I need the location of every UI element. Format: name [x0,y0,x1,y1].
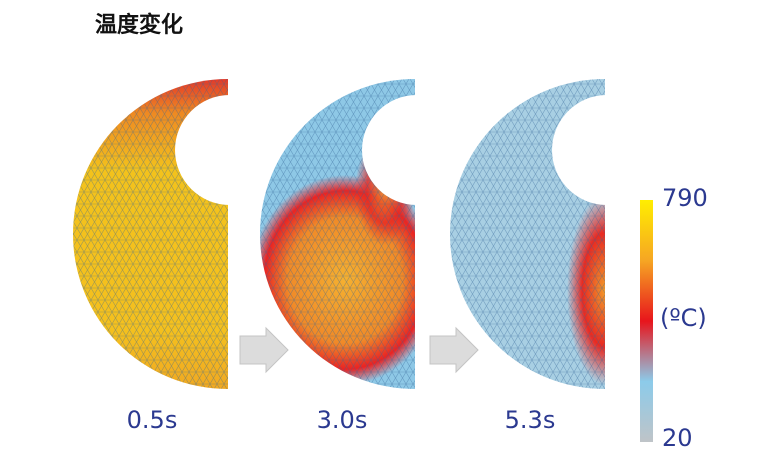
time-label: 3.0s [317,406,368,434]
panel-image [70,75,230,395]
time-label: 5.3s [505,406,556,434]
title: 温度変化 [95,12,183,38]
colorbar-min: 20 [662,424,693,452]
panel-image [250,75,440,395]
colorbar-unit: (ºC) [660,304,707,332]
time-label: 0.5s [127,406,178,434]
arrow [429,326,479,374]
colorbar [640,200,653,442]
arrow [239,326,289,374]
panel-image [445,75,643,395]
colorbar-max: 790 [662,184,708,212]
